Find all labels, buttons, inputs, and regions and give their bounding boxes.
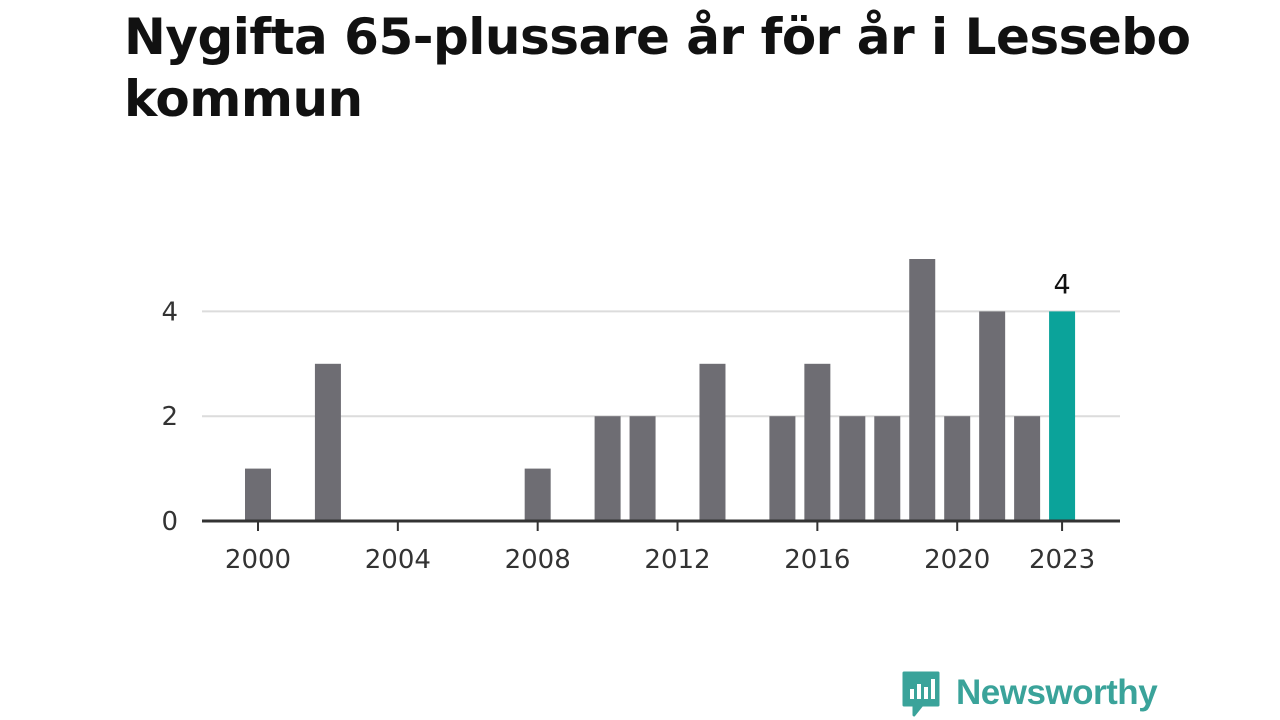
bar-2002: [314, 363, 341, 521]
newsworthy-brand: Newsworthy: [900, 668, 1158, 718]
bar-2013: [699, 363, 726, 521]
bar-2010: [594, 416, 621, 521]
bar-2023: [1049, 311, 1076, 521]
bar-2008: [524, 468, 551, 521]
bars: [245, 259, 1076, 521]
bar-2022: [1014, 416, 1041, 521]
highlight-value-label: 4: [1053, 269, 1070, 300]
bar-2020: [944, 416, 971, 521]
bar-2017: [839, 416, 866, 521]
brand-name: Newsworthy: [956, 673, 1158, 712]
x-tick-label: 2023: [1029, 545, 1095, 575]
bar-2016: [804, 363, 831, 521]
x-tick-label: 2020: [924, 545, 990, 575]
bar-chart-speech-bubble-icon: [902, 671, 940, 717]
y-tick-label: 0: [161, 507, 178, 537]
y-tick-label: 2: [161, 402, 178, 432]
x-tick-label: 2004: [365, 545, 431, 575]
x-tick-label: 2000: [225, 545, 291, 575]
bar-2000: [245, 468, 271, 521]
bar-2021: [979, 311, 1006, 521]
labels: 4: [1053, 269, 1070, 300]
bar-2018: [874, 416, 901, 521]
bar-2015: [769, 416, 796, 521]
bar-chart: 0 2 4 2000 2004 2008 2012 2016 2020 2023 4: [161, 259, 1120, 575]
bar-2019: [909, 259, 936, 521]
x-tick-label: 2016: [784, 545, 850, 575]
x-tick-label: 2012: [644, 545, 710, 575]
x-tick-label: 2008: [505, 545, 571, 575]
bar-2011: [629, 416, 656, 521]
chart-title: Nygifta 65-plussare år för år i Lessebo …: [124, 8, 1191, 128]
y-tick-label: 4: [161, 297, 178, 327]
axes: 0 2 4 2000 2004 2008 2012 2016 2020 2023: [161, 297, 1120, 575]
